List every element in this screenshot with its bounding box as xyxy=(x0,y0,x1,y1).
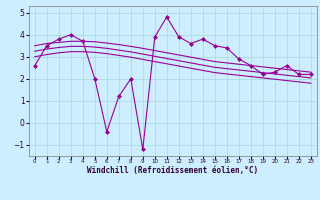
X-axis label: Windchill (Refroidissement éolien,°C): Windchill (Refroidissement éolien,°C) xyxy=(87,166,258,175)
